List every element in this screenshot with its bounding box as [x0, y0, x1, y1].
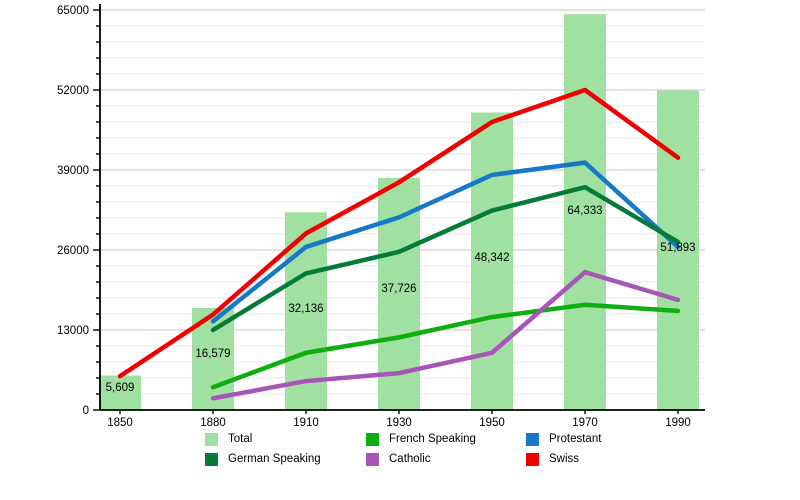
chart-text: 5,609	[106, 382, 135, 394]
legend-item-catholic: Catholic	[366, 449, 526, 469]
legend-swatch	[526, 452, 539, 466]
chart-text: 1850	[107, 417, 133, 429]
total-bar-1950	[471, 112, 513, 410]
legend-item-french-speaking: French Speaking	[366, 429, 526, 449]
total-bar-1850	[99, 375, 141, 410]
legend-label: French Speaking	[389, 433, 476, 445]
chart-text: 26000	[57, 245, 89, 257]
chart-text: 1930	[386, 417, 412, 429]
legend-item-total: Total	[205, 429, 366, 449]
chart-text: 32,136	[288, 303, 323, 315]
total-bar-1990	[657, 90, 699, 411]
chart-text: 1990	[665, 417, 691, 429]
legend-item-protestant: Protestant	[526, 429, 601, 449]
chart-text: 52000	[57, 85, 89, 97]
axes	[99, 4, 705, 411]
total-bars	[99, 14, 699, 411]
line-french-speaking	[210, 302, 681, 390]
y-axis-labels: 0 13000 26000 39000 52000 65000	[57, 5, 100, 417]
series-line	[210, 160, 681, 324]
chart-text: 37,726	[381, 283, 416, 295]
line-protestant	[210, 160, 681, 324]
legend-label: Protestant	[549, 433, 602, 445]
chart-text: 16,579	[195, 348, 230, 360]
chart-text: 48,342	[474, 252, 509, 264]
line-catholic	[210, 269, 681, 401]
chart-text: 65000	[57, 5, 89, 17]
chart-text: 1880	[200, 417, 226, 429]
chart-text: 64,333	[567, 205, 602, 217]
legend-label: Total	[228, 433, 253, 445]
chart-text: 1950	[479, 417, 505, 429]
legend-label: Catholic	[389, 453, 431, 465]
legend-item-german-speaking: German Speaking	[205, 449, 366, 469]
legend-label: Swiss	[549, 453, 580, 465]
x-axis-labels: 1850 1880 1910 1930 1950 1970 1990	[107, 410, 691, 429]
legend-swatch	[366, 432, 379, 446]
legend-swatch	[205, 452, 218, 466]
legend-swatch	[205, 432, 218, 446]
chart-text: 1910	[293, 417, 319, 429]
total-bar-1970	[564, 14, 606, 411]
chart-text: 0	[83, 405, 89, 417]
legend-label: German Speaking	[228, 453, 321, 465]
chart-text: 1970	[572, 417, 598, 429]
chart-text: 13000	[57, 325, 89, 337]
series-line	[210, 269, 681, 401]
line-swiss	[117, 87, 681, 379]
legend-item-swiss: Swiss	[526, 449, 601, 469]
legend-swatch	[526, 432, 539, 446]
chart-text: 39000	[57, 165, 89, 177]
series-line	[210, 184, 681, 333]
series-line	[117, 87, 681, 379]
bar-value-labels: 5,609 16,579 32,136 37,726 48,342 64,333 51,89…	[106, 205, 696, 394]
line-german-speaking	[210, 184, 681, 333]
legend-swatch	[366, 452, 379, 466]
chart-text: 51,893	[660, 242, 695, 254]
series-line	[210, 302, 681, 390]
legend: Total French Speaking Protestant German Spe…	[205, 429, 601, 469]
